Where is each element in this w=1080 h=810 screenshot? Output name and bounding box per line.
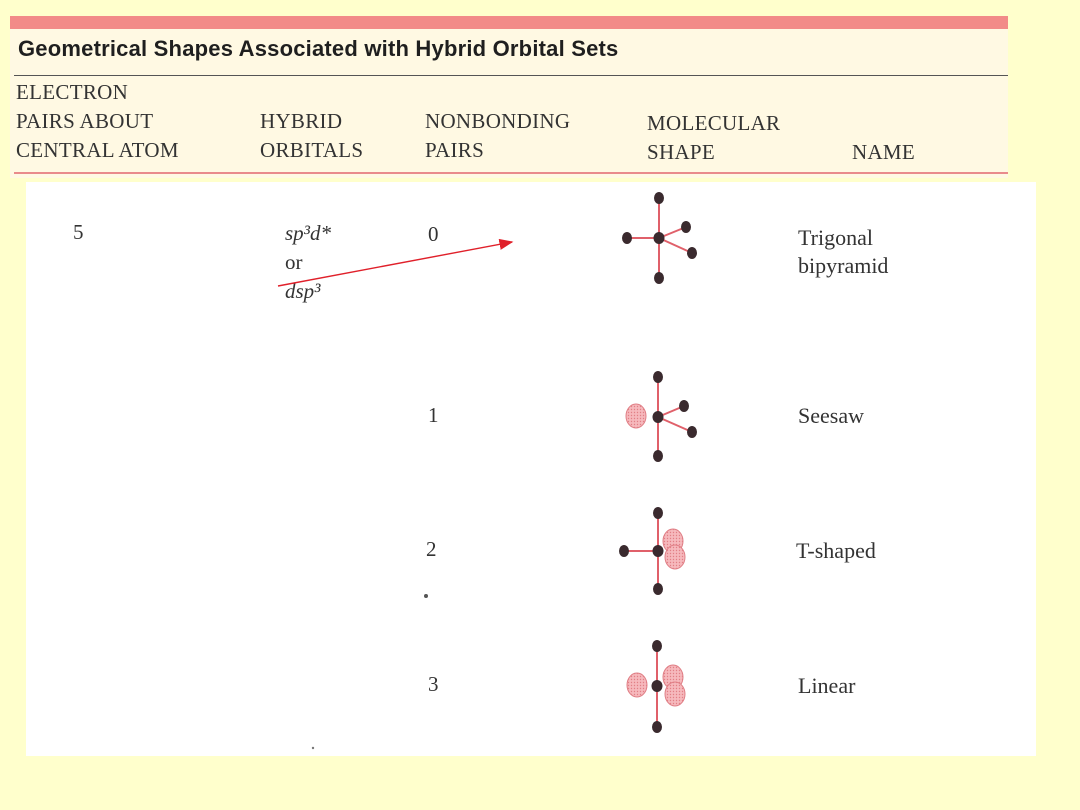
- central-atom: [653, 232, 665, 244]
- shape-name-trigonal-bipyramid: Trigonal bipyramid: [798, 224, 888, 280]
- nonbonding-count: 1: [428, 403, 439, 427]
- central-atom: [651, 680, 663, 692]
- header-molecular-shape: MOLECULAR SHAPE: [647, 109, 780, 167]
- electron-pairs-value: 5: [73, 220, 84, 244]
- header-electron-pairs-line: PAIRS ABOUT: [16, 109, 154, 133]
- table-title: Geometrical Shapes Associated with Hybri…: [18, 36, 619, 61]
- central-atom: [652, 545, 664, 557]
- shape-name-linear: Linear: [798, 673, 856, 698]
- atom: [654, 272, 664, 284]
- header-nonbonding-pairs-line: NONBONDING: [425, 109, 571, 133]
- header-rule-top: [14, 75, 1008, 76]
- speck: [311, 746, 315, 750]
- atom: [687, 247, 697, 259]
- atom: [619, 545, 629, 557]
- atom: [653, 371, 663, 383]
- header-hybrid-orbitals: HYBRID ORBITALS: [260, 107, 363, 165]
- linear-molecule: [626, 640, 686, 733]
- header-electron-pairs: ELECTRON PAIRS ABOUT CENTRAL ATOM: [16, 78, 179, 165]
- lone-pair: [625, 403, 647, 429]
- header-hybrid-orbitals-line: ORBITALS: [260, 138, 364, 162]
- atom: [652, 640, 662, 652]
- nonbonding-count: 0: [428, 222, 439, 246]
- lone-pair: [664, 544, 686, 570]
- header-nonbonding-pairs: NONBONDING PAIRS: [425, 107, 570, 165]
- atom: [681, 221, 691, 233]
- atom: [653, 450, 663, 462]
- atom: [654, 192, 664, 204]
- atom: [687, 426, 697, 438]
- shape-name-t-shaped: T-shaped: [796, 538, 876, 563]
- hybrid-orbital-sp3d: sp³d*: [285, 221, 331, 245]
- t-shaped-molecule: [619, 507, 686, 595]
- hybrid-orbital-or: or: [285, 250, 303, 274]
- header-molecular-shape-line: SHAPE: [647, 140, 716, 164]
- nonbonding-count: 3: [428, 672, 439, 696]
- shape-name-line: Trigonal: [798, 225, 873, 250]
- shape-name-seesaw: Seesaw: [798, 403, 864, 428]
- table-header-sheet: [10, 16, 1008, 178]
- header-nonbonding-pairs-line: PAIRS: [425, 138, 485, 162]
- atom: [653, 507, 663, 519]
- atom: [653, 583, 663, 595]
- speck: [424, 594, 428, 598]
- header-electron-pairs-line: ELECTRON: [16, 80, 129, 104]
- equatorial-bond: [658, 237, 693, 254]
- header-name: NAME: [852, 140, 916, 164]
- atom: [622, 232, 632, 244]
- atom: [652, 721, 662, 733]
- lone-pair: [626, 672, 648, 698]
- central-atom: [652, 411, 664, 423]
- top-color-band: [10, 16, 1008, 29]
- lone-pair: [664, 681, 686, 707]
- atom: [679, 400, 689, 412]
- nonbonding-count: 2: [426, 537, 437, 561]
- seesaw-molecule: [625, 371, 697, 462]
- pointer-arrow: [277, 238, 514, 287]
- header-hybrid-orbitals-line: HYBRID: [260, 109, 343, 133]
- header-rule-bottom: [14, 172, 1008, 174]
- header-electron-pairs-line: CENTRAL ATOM: [16, 138, 179, 162]
- table-body: [26, 182, 1036, 756]
- header-molecular-shape-line: MOLECULAR: [647, 111, 781, 135]
- trigonal-bipyramid-molecule: [622, 192, 697, 284]
- equatorial-bond: [657, 416, 693, 433]
- shape-name-line: bipyramid: [798, 253, 889, 278]
